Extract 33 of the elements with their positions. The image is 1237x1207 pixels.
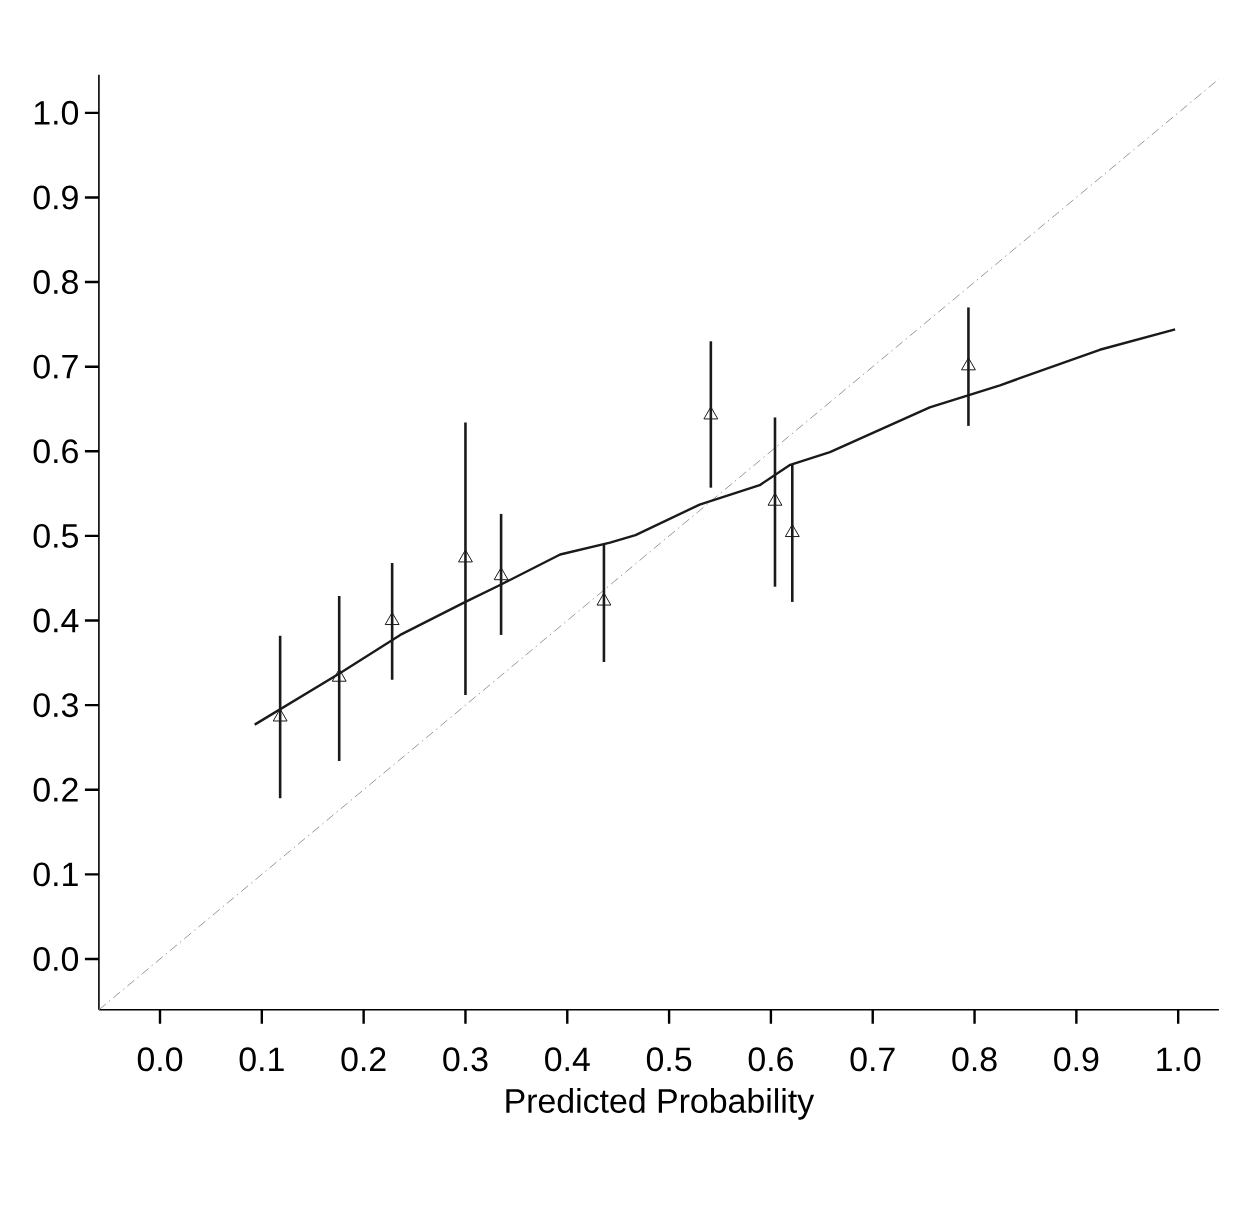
y-tick-label: 0.7: [33, 354, 78, 379]
point: [767, 492, 783, 506]
y-tick-label: 0.1: [33, 862, 78, 887]
y-tick-label: 0.4: [33, 608, 79, 633]
x-tick-label: 0.5: [646, 1047, 692, 1072]
point: [493, 567, 509, 581]
y-tick-label: 1.0: [34, 100, 79, 125]
point: [331, 668, 347, 682]
y-tick-label: 0.2: [33, 777, 78, 802]
y-tick-label: 0.5: [33, 523, 78, 548]
x-tick-label: 0.8: [952, 1047, 997, 1072]
x-tick-label: 0.1: [239, 1047, 284, 1072]
point: [272, 708, 288, 722]
point: [384, 612, 400, 626]
x-tick-label: 0.9: [1054, 1047, 1099, 1072]
y-tick-label: 0.3: [33, 693, 78, 718]
x-tick-label: 0.2: [341, 1047, 386, 1072]
point: [784, 524, 800, 538]
point: [961, 357, 976, 371]
y-tick-label: 0.6: [33, 439, 78, 464]
y-tick-label: 0.0: [33, 947, 79, 971]
point: [703, 406, 719, 420]
x-axis-title: Predicted Probability: [506, 1088, 815, 1120]
x-tick-label: 0.3: [443, 1047, 488, 1072]
x-tick-label: 1.0: [1157, 1047, 1201, 1072]
y-tick-label: 0.9: [33, 185, 78, 210]
point: [596, 592, 612, 606]
x-tick-label: 0.0: [137, 1047, 183, 1072]
y-tick-label: 0.8: [33, 270, 78, 295]
x-tick-label: 0.4: [545, 1047, 590, 1072]
x-tick-label: 0.7: [850, 1047, 895, 1072]
point: [458, 549, 473, 563]
x-tick-label: 0.6: [748, 1047, 793, 1072]
